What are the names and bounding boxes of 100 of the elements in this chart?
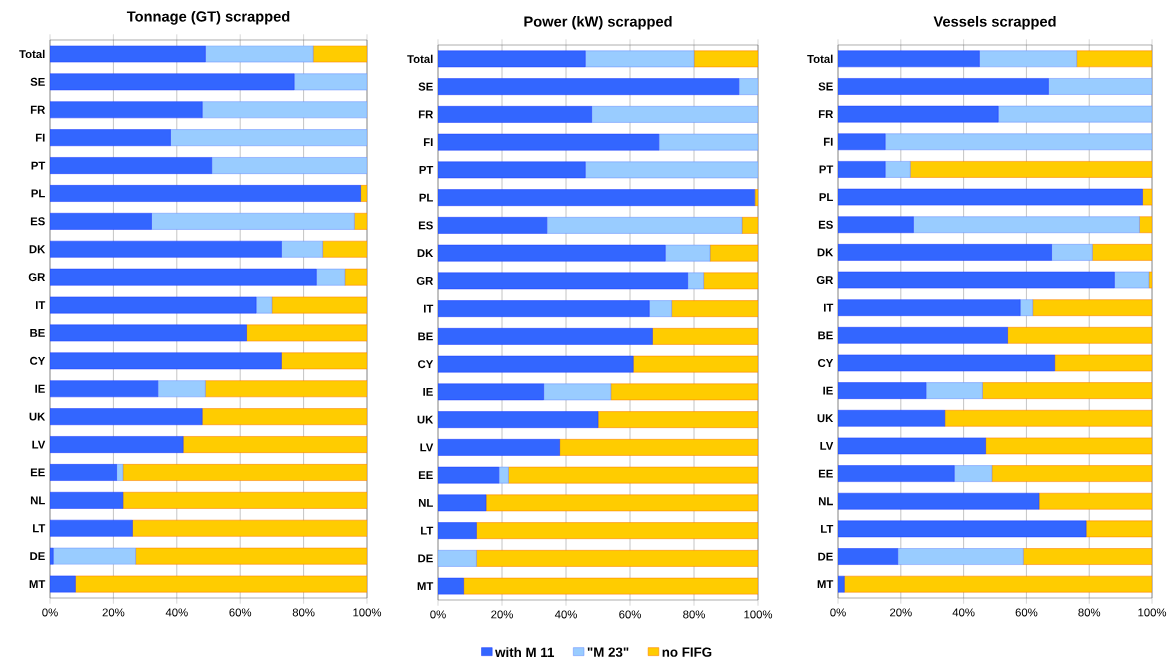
bar bbox=[122, 491, 367, 509]
bar bbox=[559, 439, 759, 456]
y-tick-label: UK bbox=[29, 412, 46, 421]
bar bbox=[438, 383, 544, 401]
bar bbox=[838, 327, 1008, 344]
bar bbox=[1076, 50, 1153, 68]
bar bbox=[132, 519, 367, 537]
bar bbox=[738, 78, 759, 95]
bar bbox=[438, 355, 634, 373]
y-tick-label: DE bbox=[818, 552, 833, 561]
y-tick-label: SE bbox=[418, 82, 433, 91]
y-tick-label: CY bbox=[30, 356, 46, 365]
bar bbox=[50, 464, 117, 481]
bar bbox=[50, 45, 206, 63]
y-tick-label: Total bbox=[19, 49, 45, 59]
x-tick-label: 60% bbox=[619, 610, 641, 619]
y-tick-label: LT bbox=[421, 526, 434, 535]
bar bbox=[50, 101, 203, 119]
bar bbox=[884, 133, 1153, 151]
y-tick-label: MT bbox=[417, 582, 434, 591]
chart-title: Vessels scrapped bbox=[933, 15, 1056, 30]
x-tick-label: 20% bbox=[491, 610, 513, 619]
y-tick-label: CY bbox=[818, 358, 834, 367]
y-tick-label: BE bbox=[30, 329, 45, 337]
x-tick-label: 100% bbox=[353, 608, 382, 617]
bar bbox=[1139, 216, 1153, 234]
bar bbox=[201, 408, 367, 426]
y-tick-label: NL bbox=[418, 498, 433, 507]
bar bbox=[925, 382, 983, 399]
bar bbox=[897, 548, 1024, 565]
bar bbox=[1051, 244, 1093, 261]
bar bbox=[1032, 299, 1153, 316]
legend-label: "M 23" bbox=[587, 647, 629, 657]
bar bbox=[438, 272, 688, 290]
y-tick-label: PT bbox=[31, 161, 46, 170]
y-tick-label: FI bbox=[35, 133, 45, 142]
bar bbox=[438, 522, 477, 539]
bar bbox=[271, 296, 367, 314]
bar bbox=[838, 382, 927, 399]
bar bbox=[693, 50, 759, 68]
bar bbox=[632, 355, 759, 373]
legend-label: no FIFG bbox=[662, 647, 712, 657]
bar bbox=[485, 494, 759, 512]
y-tick-label: Total bbox=[407, 54, 433, 64]
y-tick-label: FR bbox=[818, 110, 834, 119]
bar bbox=[844, 575, 1153, 593]
x-tick-label: 40% bbox=[952, 608, 975, 617]
bar bbox=[838, 492, 1040, 510]
y-tick-label: LV bbox=[820, 442, 834, 450]
y-tick-label: PL bbox=[31, 189, 45, 198]
y-tick-label: ES bbox=[418, 221, 433, 230]
bar bbox=[838, 548, 898, 565]
bar bbox=[116, 464, 124, 481]
y-tick-label: IT bbox=[823, 303, 834, 312]
bar bbox=[991, 465, 1153, 482]
y-tick-label: LT bbox=[33, 524, 46, 533]
bar bbox=[591, 106, 759, 123]
bar bbox=[281, 352, 367, 370]
y-tick-label: LV bbox=[32, 440, 46, 449]
bar bbox=[584, 161, 759, 179]
bar bbox=[838, 105, 999, 123]
bar bbox=[476, 550, 759, 567]
bar bbox=[50, 73, 295, 91]
bar bbox=[687, 272, 704, 290]
y-tick-label: PL bbox=[419, 193, 433, 202]
x-tick-label: 100% bbox=[744, 610, 773, 619]
bar bbox=[648, 300, 672, 317]
y-tick-label: BE bbox=[418, 332, 433, 341]
y-tick-label: SE bbox=[30, 77, 45, 86]
y-tick-label: DK bbox=[417, 249, 434, 258]
bar bbox=[50, 491, 124, 509]
bar bbox=[151, 212, 355, 230]
bar bbox=[664, 244, 711, 262]
y-tick-label: PT bbox=[419, 165, 434, 174]
y-tick-label: NL bbox=[818, 497, 833, 506]
x-tick-label: 40% bbox=[165, 608, 188, 617]
bar bbox=[322, 240, 367, 258]
y-tick-label: ES bbox=[30, 217, 45, 226]
bar bbox=[546, 217, 743, 234]
x-tick-label: 80% bbox=[292, 608, 315, 617]
bar bbox=[246, 324, 367, 342]
y-tick-label: UK bbox=[417, 415, 434, 424]
bar bbox=[703, 272, 759, 290]
bar bbox=[438, 466, 500, 484]
bar bbox=[205, 45, 314, 63]
bar bbox=[316, 268, 346, 286]
bar bbox=[438, 161, 586, 179]
bar bbox=[985, 437, 1153, 455]
bar bbox=[838, 299, 1021, 316]
bar bbox=[982, 382, 1153, 399]
bar bbox=[135, 547, 367, 565]
bar bbox=[438, 411, 599, 428]
bar bbox=[50, 352, 282, 370]
bar bbox=[50, 212, 152, 230]
bar bbox=[1142, 188, 1153, 206]
bar bbox=[122, 464, 367, 481]
bar bbox=[255, 296, 273, 314]
bar bbox=[170, 129, 367, 147]
bar bbox=[50, 296, 257, 314]
y-tick-label: PL bbox=[819, 193, 833, 201]
